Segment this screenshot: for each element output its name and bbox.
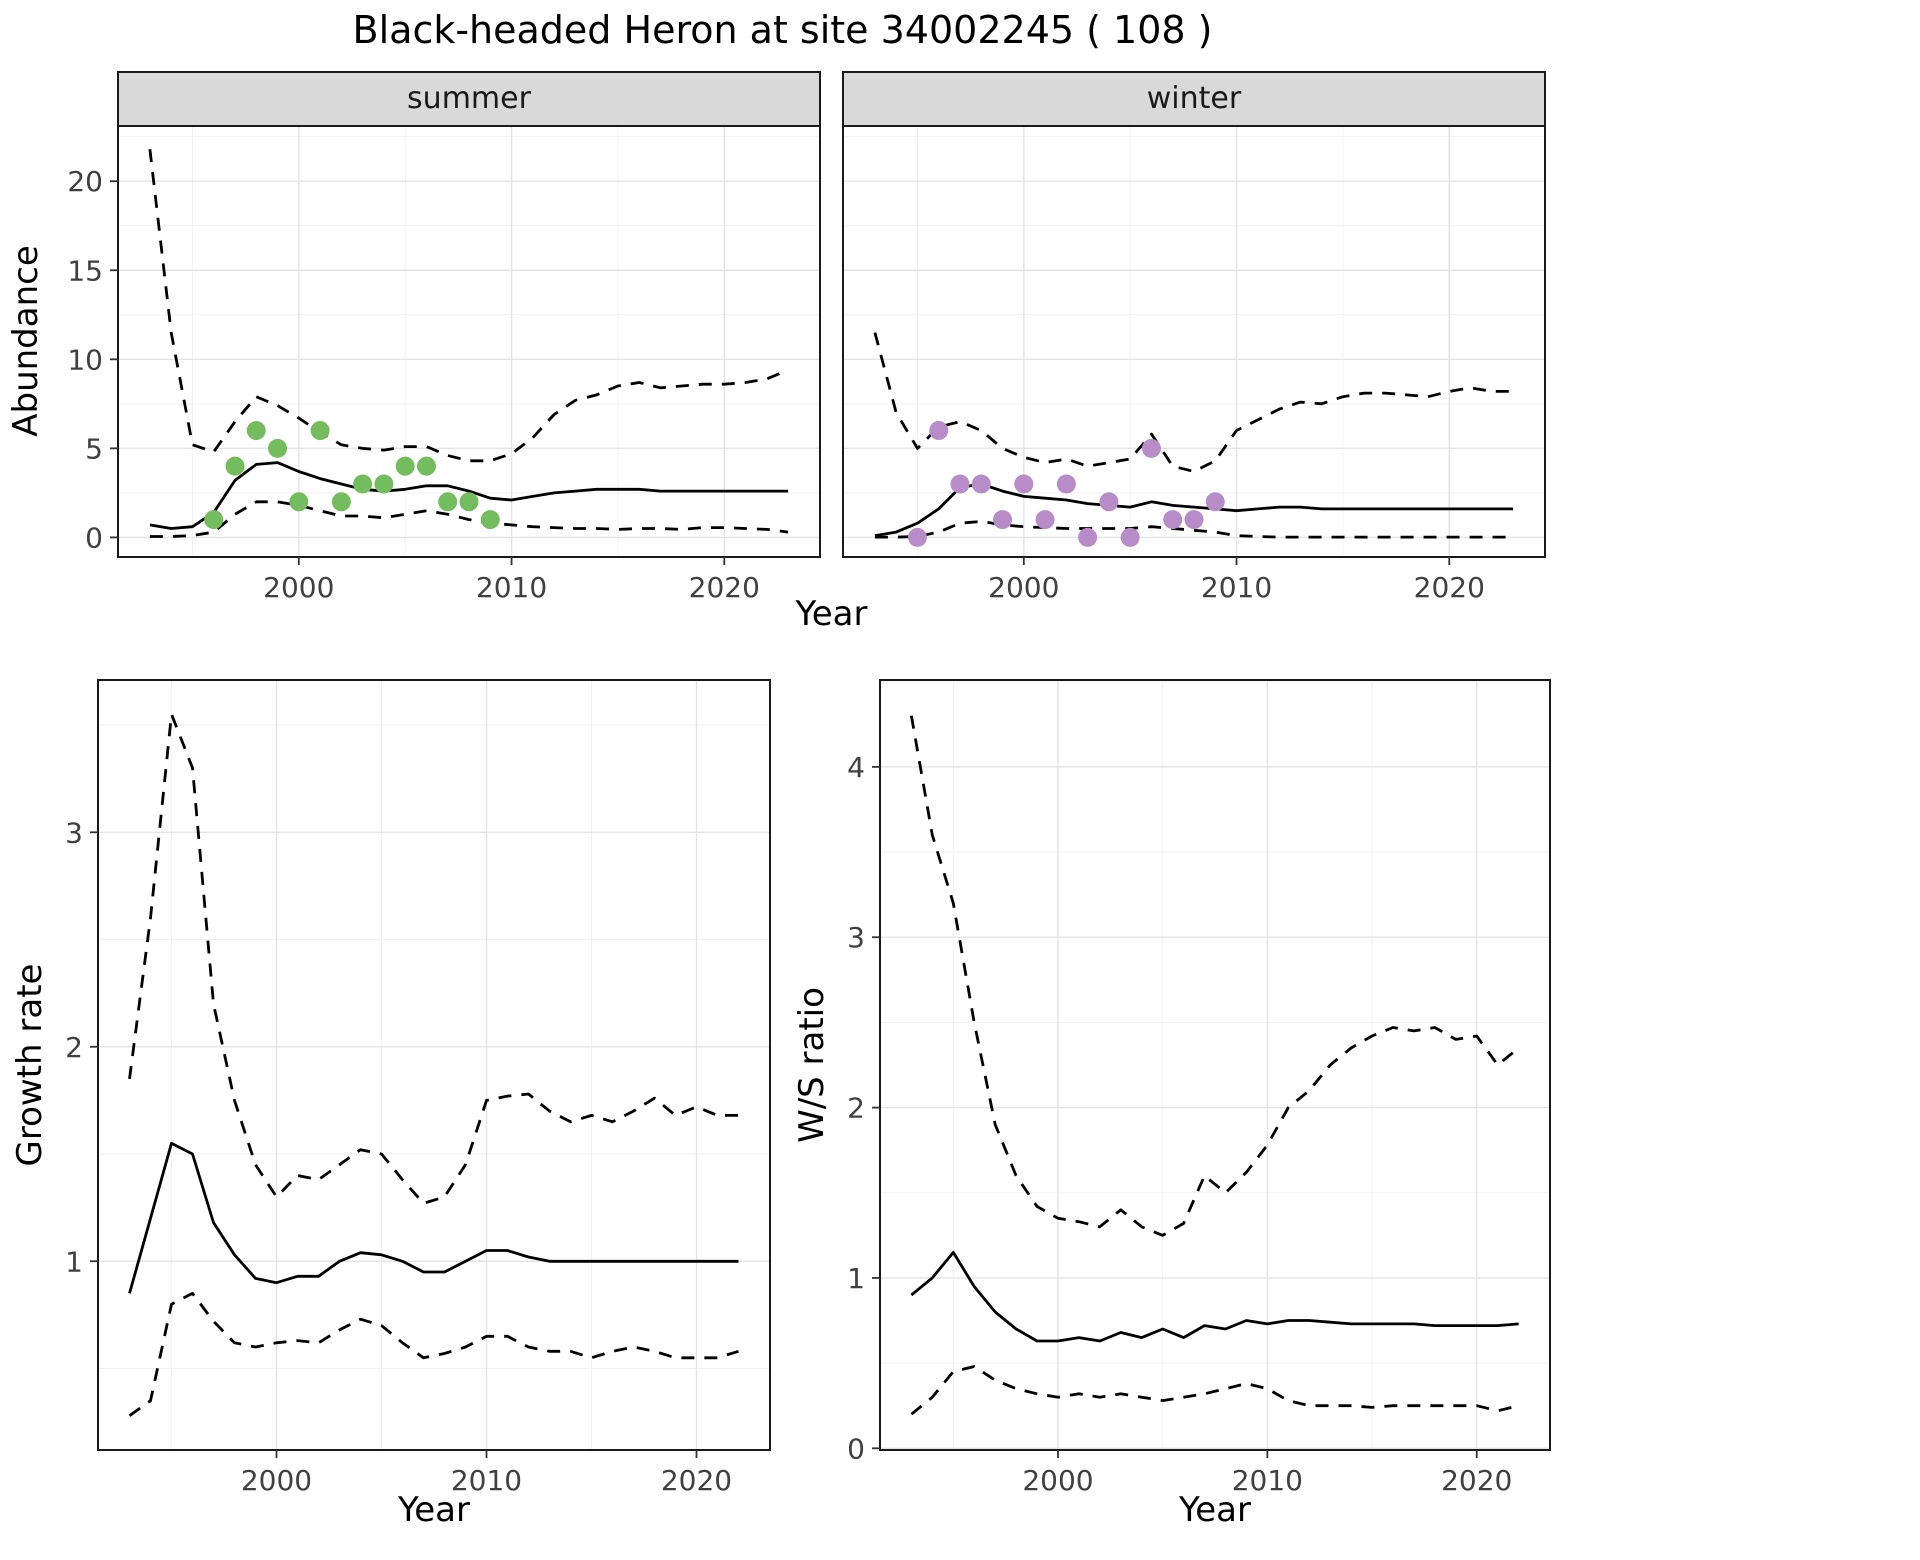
panel-background (843, 126, 1545, 557)
series-median (149, 461, 789, 530)
observation-point (950, 474, 970, 494)
svg-text:2020: 2020 (1414, 571, 1485, 604)
svg-text:3: 3 (847, 921, 865, 954)
observation-point (1014, 474, 1034, 494)
observation-point (459, 492, 479, 512)
grid-minor (98, 680, 770, 1450)
panel-summer: 2000 2010 2020 0 5 10 15 20 (67, 71, 821, 604)
data-layer-ws (910, 715, 1520, 1416)
observation-point (993, 510, 1013, 530)
panel-border (879, 679, 1551, 1451)
svg-text:3: 3 (65, 816, 83, 849)
observation-point (353, 474, 373, 494)
grid-major (118, 126, 820, 557)
series-lower_ci (149, 500, 789, 538)
data-layer-summer (148, 149, 789, 538)
summer-observations (204, 421, 500, 530)
series-upper_ci (128, 712, 739, 1205)
observation-point (310, 421, 330, 441)
svg-text:2000: 2000 (241, 1464, 312, 1497)
svg-text:2000: 2000 (1022, 1464, 1093, 1497)
svg-text:0: 0 (85, 521, 103, 554)
panel-border (97, 679, 771, 1451)
axis-ticks-ws: 2000 2010 2020 0 1 2 3 4 (847, 751, 1512, 1497)
svg-text:20: 20 (67, 165, 103, 198)
observation-point (1120, 527, 1140, 547)
panel-background (98, 680, 770, 1450)
observation-point (438, 492, 458, 512)
data-layer-growth (128, 712, 739, 1417)
series-median (910, 1251, 1519, 1343)
facet-strip-rect (117, 71, 821, 127)
panel-growth: 2000 2010 2020 1 2 3 (65, 679, 771, 1497)
observation-point (971, 474, 991, 494)
grid-major (98, 680, 770, 1450)
observation-point (374, 474, 394, 494)
observation-point (1099, 492, 1119, 512)
observation-point (1141, 438, 1161, 458)
svg-text:15: 15 (67, 254, 103, 287)
data-layer-winter (873, 332, 1514, 547)
facet-strip-rect (842, 71, 1546, 127)
series-median (128, 1141, 739, 1294)
svg-text:2010: 2010 (1201, 571, 1272, 604)
observation-point (246, 421, 266, 441)
observation-point (395, 456, 415, 476)
observation-point (331, 492, 351, 512)
axis-ticks-growth: 2000 2010 2020 1 2 3 (65, 816, 732, 1497)
svg-text:1: 1 (65, 1245, 83, 1278)
observation-point (1163, 510, 1183, 530)
series-lower_ci (874, 520, 1514, 539)
panel-ws: 2000 2010 2020 0 1 2 3 4 (847, 679, 1551, 1497)
series-upper_ci (148, 149, 789, 463)
winter-observations (907, 421, 1225, 547)
observation-point (480, 510, 500, 530)
chart-title: Black-headed Heron at site 34002245 ( 10… (352, 8, 1213, 52)
svg-text:2010: 2010 (476, 571, 547, 604)
svg-text:2: 2 (65, 1031, 83, 1064)
series-upper_ci (910, 715, 1520, 1237)
observation-point (1205, 492, 1225, 512)
observation-point (204, 510, 224, 530)
panel-background (118, 126, 820, 557)
panel-background (880, 680, 1550, 1450)
svg-text:2000: 2000 (263, 571, 334, 604)
svg-text:2020: 2020 (689, 571, 760, 604)
svg-text:2010: 2010 (451, 1464, 522, 1497)
axis-ticks-winter: 2000 2010 2020 (988, 557, 1485, 604)
observation-point (225, 456, 245, 476)
observation-point (1078, 527, 1098, 547)
grid-minor (880, 680, 1550, 1450)
observation-point (416, 456, 436, 476)
observation-point (907, 527, 927, 547)
observation-point (1035, 510, 1055, 530)
svg-text:0: 0 (847, 1432, 865, 1465)
svg-text:2020: 2020 (1441, 1464, 1512, 1497)
series-lower_ci (910, 1365, 1519, 1416)
panel-winter: 2000 2010 2020 (842, 71, 1546, 604)
observation-point (289, 492, 309, 512)
series-lower_ci (128, 1292, 739, 1417)
observation-point (1056, 474, 1076, 494)
svg-text:2020: 2020 (661, 1464, 732, 1497)
svg-text:1: 1 (847, 1262, 865, 1295)
grid-major (880, 680, 1550, 1450)
svg-text:5: 5 (85, 432, 103, 465)
observation-point (1184, 510, 1204, 530)
axis-ticks-summer: 2000 2010 2020 0 5 10 15 20 (67, 165, 760, 604)
svg-text:10: 10 (67, 343, 103, 376)
svg-text:2010: 2010 (1232, 1464, 1303, 1497)
series-upper_ci (873, 332, 1514, 473)
observation-point (268, 438, 288, 458)
svg-text:4: 4 (847, 751, 865, 784)
svg-text:2: 2 (847, 1092, 865, 1125)
observation-point (929, 421, 949, 441)
svg-text:2000: 2000 (988, 571, 1059, 604)
